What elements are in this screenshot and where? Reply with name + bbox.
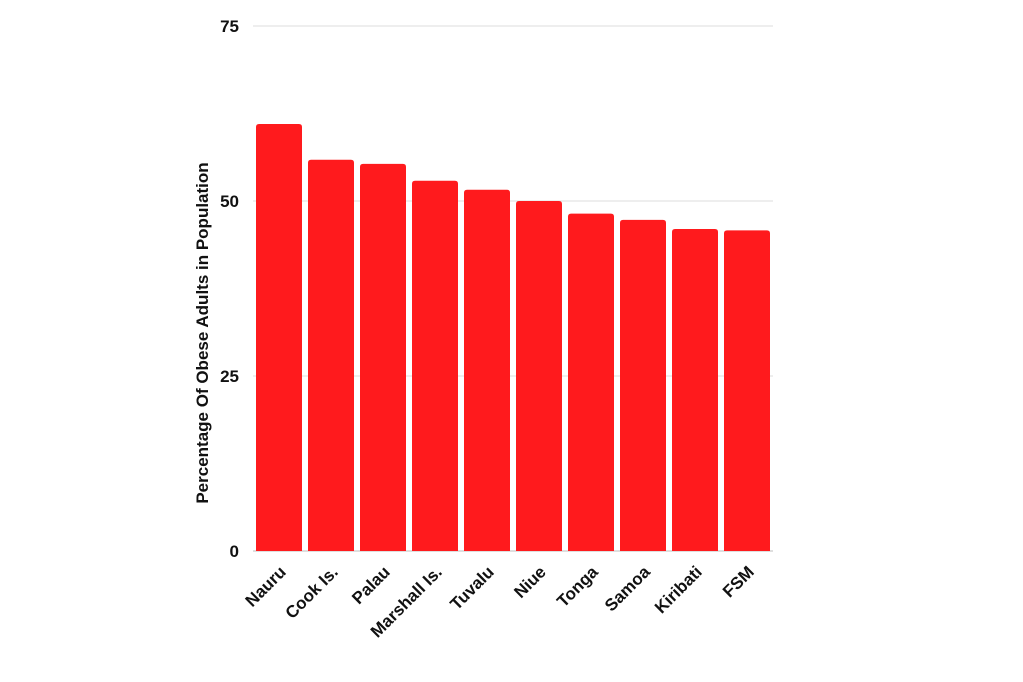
bar-kiribati (672, 229, 718, 551)
bar-cook-is (308, 159, 354, 551)
bar-samoa (620, 219, 666, 551)
bar-niue (516, 201, 562, 551)
x-tick-label: Niue (510, 562, 549, 601)
bar-tonga (568, 213, 614, 551)
bar-marshall-is (412, 180, 458, 551)
y-tick-label: 75 (220, 17, 239, 36)
x-tick-label: Tonga (553, 562, 602, 611)
bar-palau (360, 163, 406, 551)
y-tick-label: 0 (230, 542, 239, 561)
x-tick-label: FSM (719, 562, 758, 601)
x-tick-label: Kiribati (651, 562, 706, 617)
x-tick-label: Nauru (242, 562, 290, 610)
x-tick-label: Samoa (601, 562, 654, 615)
x-tick-label: Tuvalu (447, 562, 498, 613)
x-tick-label: Palau (348, 562, 394, 608)
bar-nauru (256, 124, 302, 551)
bar-tuvalu (464, 189, 510, 552)
x-tick-label: Cook Is. (282, 562, 342, 622)
bar-fsm (724, 230, 770, 551)
y-tick-label: 50 (220, 192, 239, 211)
y-tick-label: 25 (220, 367, 239, 386)
bars (256, 124, 770, 552)
y-axis-title: Percentage Of Obese Adults in Population (193, 162, 212, 503)
y-axis-ticks: 0 25 50 75 (220, 17, 239, 561)
